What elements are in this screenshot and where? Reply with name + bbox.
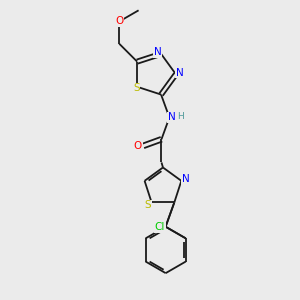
- Text: N: N: [182, 174, 190, 184]
- Text: N: N: [176, 68, 183, 78]
- Text: Cl: Cl: [155, 222, 165, 232]
- Text: H: H: [177, 112, 184, 121]
- Text: S: S: [133, 83, 140, 93]
- Text: N: N: [154, 47, 161, 57]
- Text: O: O: [115, 16, 123, 26]
- Text: N: N: [168, 112, 176, 122]
- Text: S: S: [145, 200, 152, 210]
- Text: O: O: [134, 141, 142, 151]
